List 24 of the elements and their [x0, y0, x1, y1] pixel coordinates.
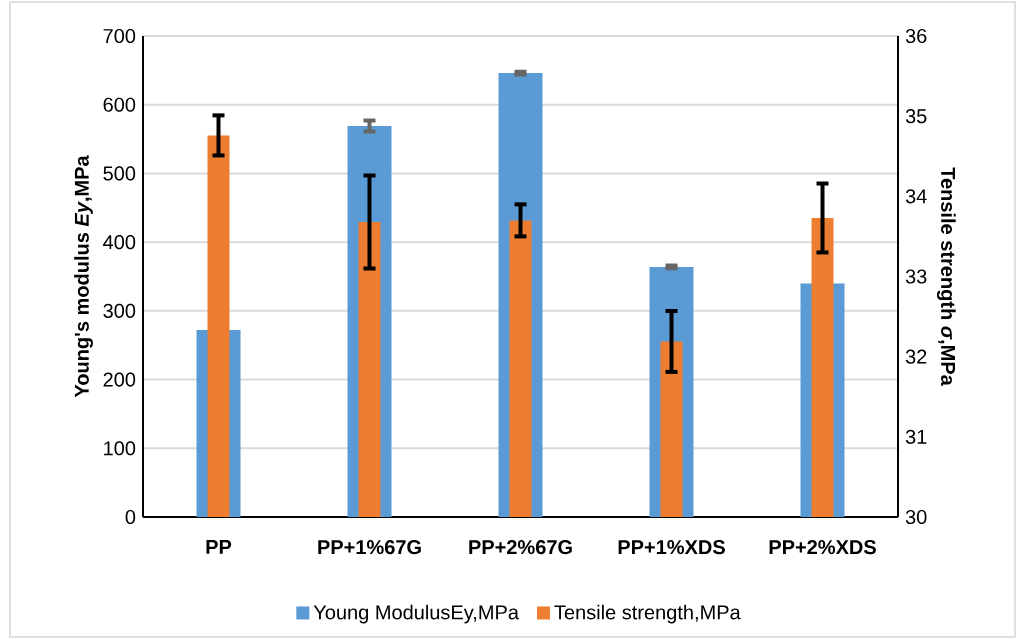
y2-tick-label: 31	[905, 429, 927, 444]
y2-tick-label: 34	[905, 189, 927, 204]
legend-label: Young ModulusEy,MPa	[313, 604, 519, 624]
y2-tick-label: 33	[905, 269, 927, 284]
y-tick-label: 700	[103, 28, 136, 44]
y-tick-label: 200	[103, 372, 136, 387]
y2-tick-label: 36	[905, 28, 927, 44]
x-tick-label: PP+1%67G	[318, 540, 421, 555]
x-tick-label: PP+2%XDS	[769, 540, 876, 555]
y-tick-label: 400	[103, 235, 136, 250]
y-tick-label: 0	[125, 509, 136, 525]
y-tick-label: 300	[103, 303, 136, 318]
y2-tick-label: 30	[905, 509, 927, 525]
x-tick-label: PP+1%XDS	[618, 540, 725, 555]
y-tick-label: 100	[104, 441, 136, 456]
y-tick-label: 600	[103, 97, 136, 112]
y2-tick-label: 35	[905, 109, 927, 124]
y2-axis-title: Tensile strength σ,MPa	[936, 167, 956, 386]
y2-tick-label: 32	[905, 349, 927, 364]
x-tick-label: PP+2%67G	[469, 540, 572, 555]
x-tick-label: PP	[206, 540, 232, 554]
legend-label: Tensile strength,MPa	[554, 604, 741, 624]
y-axis-title: Young's modulus Ey,MPa	[74, 155, 93, 398]
y-tick-label: 500	[103, 166, 136, 181]
